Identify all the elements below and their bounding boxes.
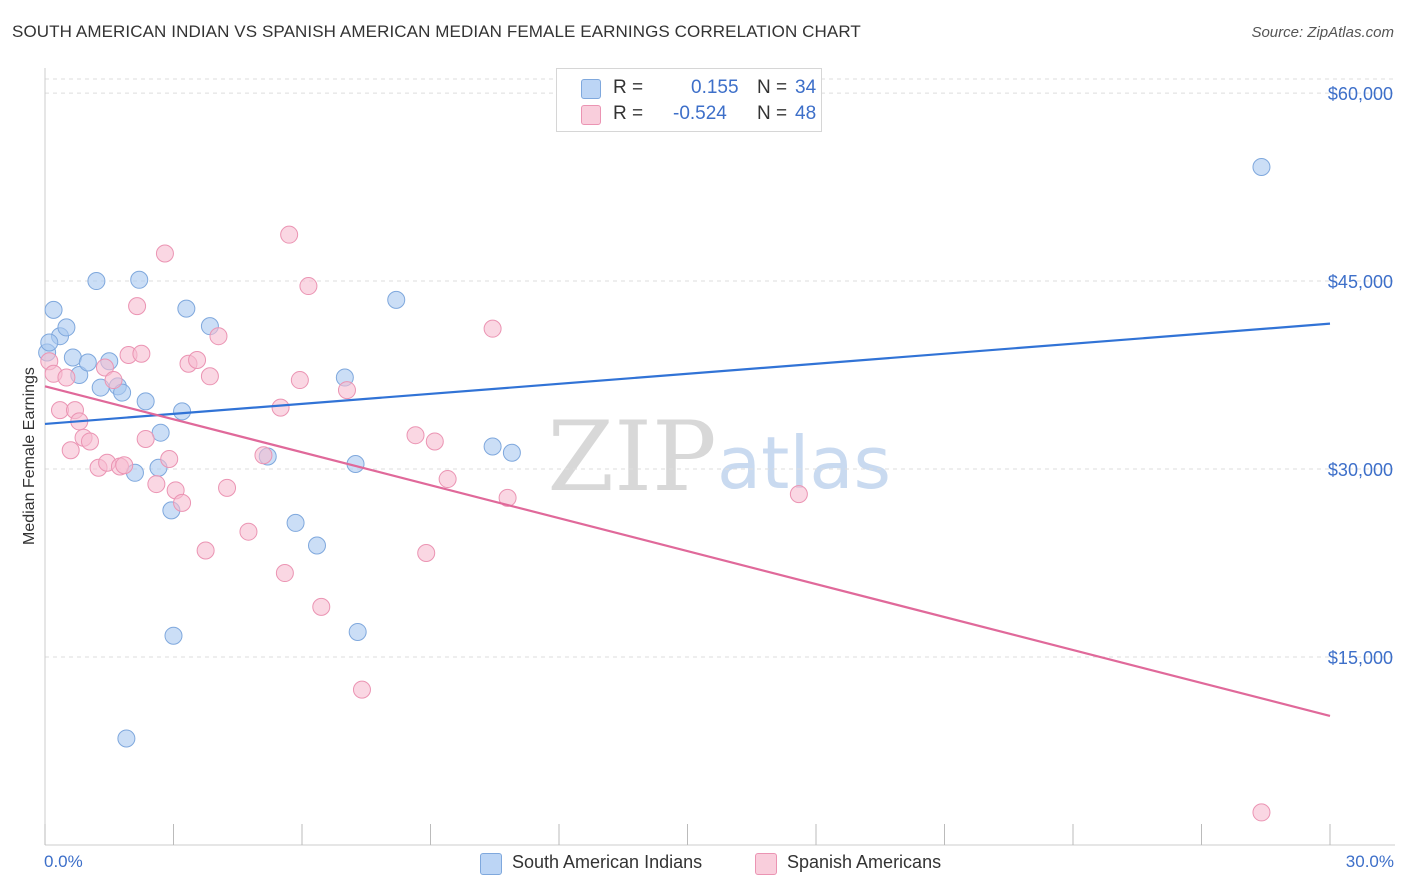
spanish-americans-point: [254, 446, 273, 465]
spanish-americans-point: [160, 450, 179, 469]
chart-title: SOUTH AMERICAN INDIAN VS SPANISH AMERICA…: [12, 22, 861, 41]
legend-n-label: N =: [757, 103, 788, 124]
south-american-indians-point: [63, 348, 82, 367]
south-american-indians-point: [164, 626, 183, 645]
spanish-americans-point: [271, 398, 290, 417]
spanish-americans-trend-line: [44, 385, 1331, 717]
spanish-americans-point: [337, 381, 356, 400]
x-tick-min: 0.0%: [44, 852, 83, 871]
south-american-indians-point: [113, 383, 132, 402]
spanish-americans-point: [155, 244, 174, 263]
legend-r-label: R =: [613, 77, 644, 98]
spanish-americans-point: [115, 456, 134, 475]
spanish-americans-point: [61, 441, 80, 460]
south-american-indians-point: [1252, 158, 1271, 177]
spanish-americans-point: [188, 351, 207, 370]
spanish-americans-point: [80, 432, 99, 451]
spanish-americans-point: [128, 297, 147, 316]
spanish-americans-point: [498, 488, 517, 507]
spanish-americans-point: [50, 401, 69, 420]
spanish-americans-point: [196, 541, 215, 560]
spanish-americans-point: [352, 680, 371, 699]
legend-r-value: 0.155: [691, 77, 739, 98]
south-american-indians-point: [87, 272, 106, 291]
spanish-americans-point: [147, 475, 166, 494]
spanish-americans-point: [218, 478, 237, 497]
south-american-indians-point: [307, 536, 326, 555]
spanish-americans-point: [239, 522, 258, 541]
legend-series-label: Spanish Americans: [787, 852, 942, 872]
y-tick-label: $30,000: [1328, 460, 1393, 480]
south-american-indians-point: [483, 437, 502, 456]
y-tick-label: $15,000: [1328, 648, 1393, 668]
south-american-indians-point: [78, 353, 97, 372]
watermark-zip: ZIP: [547, 401, 716, 513]
legend-swatch-pink: [755, 853, 777, 875]
source-credit: Source: ZipAtlas.com: [1251, 24, 1394, 41]
spanish-americans-point: [275, 564, 294, 583]
south-american-indians-point: [502, 443, 521, 462]
south-american-indians-point: [387, 290, 406, 309]
legend-r-value: -0.524: [673, 103, 727, 124]
legend-n-label: N =: [757, 77, 788, 98]
spanish-americans-point: [483, 319, 502, 338]
south-american-indians-point: [44, 300, 63, 319]
legend-swatch-blue: [581, 79, 601, 99]
south-american-indians-trend-line: [44, 322, 1331, 426]
spanish-americans-point: [104, 371, 123, 390]
correlation-legend: R = 0.155 N = 34 R = -0.524 N = 48: [556, 68, 822, 132]
south-american-indians-point: [136, 392, 155, 411]
south-american-indians-point: [117, 729, 136, 748]
spanish-americans-point: [209, 327, 228, 346]
legend-n-value: 34: [795, 77, 817, 98]
south-american-indians-point: [40, 333, 59, 352]
y-tick-label: $45,000: [1328, 272, 1393, 292]
spanish-americans-point: [57, 368, 76, 387]
spanish-americans-point: [173, 493, 192, 512]
spanish-americans-point: [280, 225, 299, 244]
spanish-americans-point: [417, 543, 436, 562]
x-tick-max: 30.0%: [1345, 852, 1394, 871]
south-american-indians-point: [348, 622, 367, 641]
spanish-americans-point: [200, 367, 219, 386]
south-american-indians-point: [151, 423, 170, 442]
spanish-americans-point: [789, 485, 808, 504]
legend-swatch-pink: [581, 105, 601, 125]
spanish-americans-point: [95, 358, 114, 377]
spanish-americans-point: [132, 344, 151, 363]
spanish-americans-point: [438, 470, 457, 489]
spanish-americans-point: [1252, 803, 1271, 822]
legend-swatch-blue: [480, 853, 502, 875]
south-american-indians-point: [57, 318, 76, 337]
spanish-americans-point: [406, 426, 425, 445]
spanish-americans-point: [425, 432, 444, 451]
legend-r-label: R =: [613, 103, 644, 124]
legend-series-label: South American Indians: [512, 852, 703, 872]
spanish-americans-point: [136, 429, 155, 448]
south-american-indians-point: [173, 402, 192, 421]
south-american-indians-point: [130, 270, 149, 289]
south-american-indians-point: [286, 513, 305, 532]
y-tick-label: $60,000: [1328, 84, 1393, 104]
south-american-indians-point: [177, 299, 196, 318]
spanish-americans-point: [299, 277, 318, 296]
legend-n-value: 48: [795, 103, 817, 124]
spanish-americans-point: [290, 371, 309, 390]
spanish-americans-point: [312, 597, 331, 616]
